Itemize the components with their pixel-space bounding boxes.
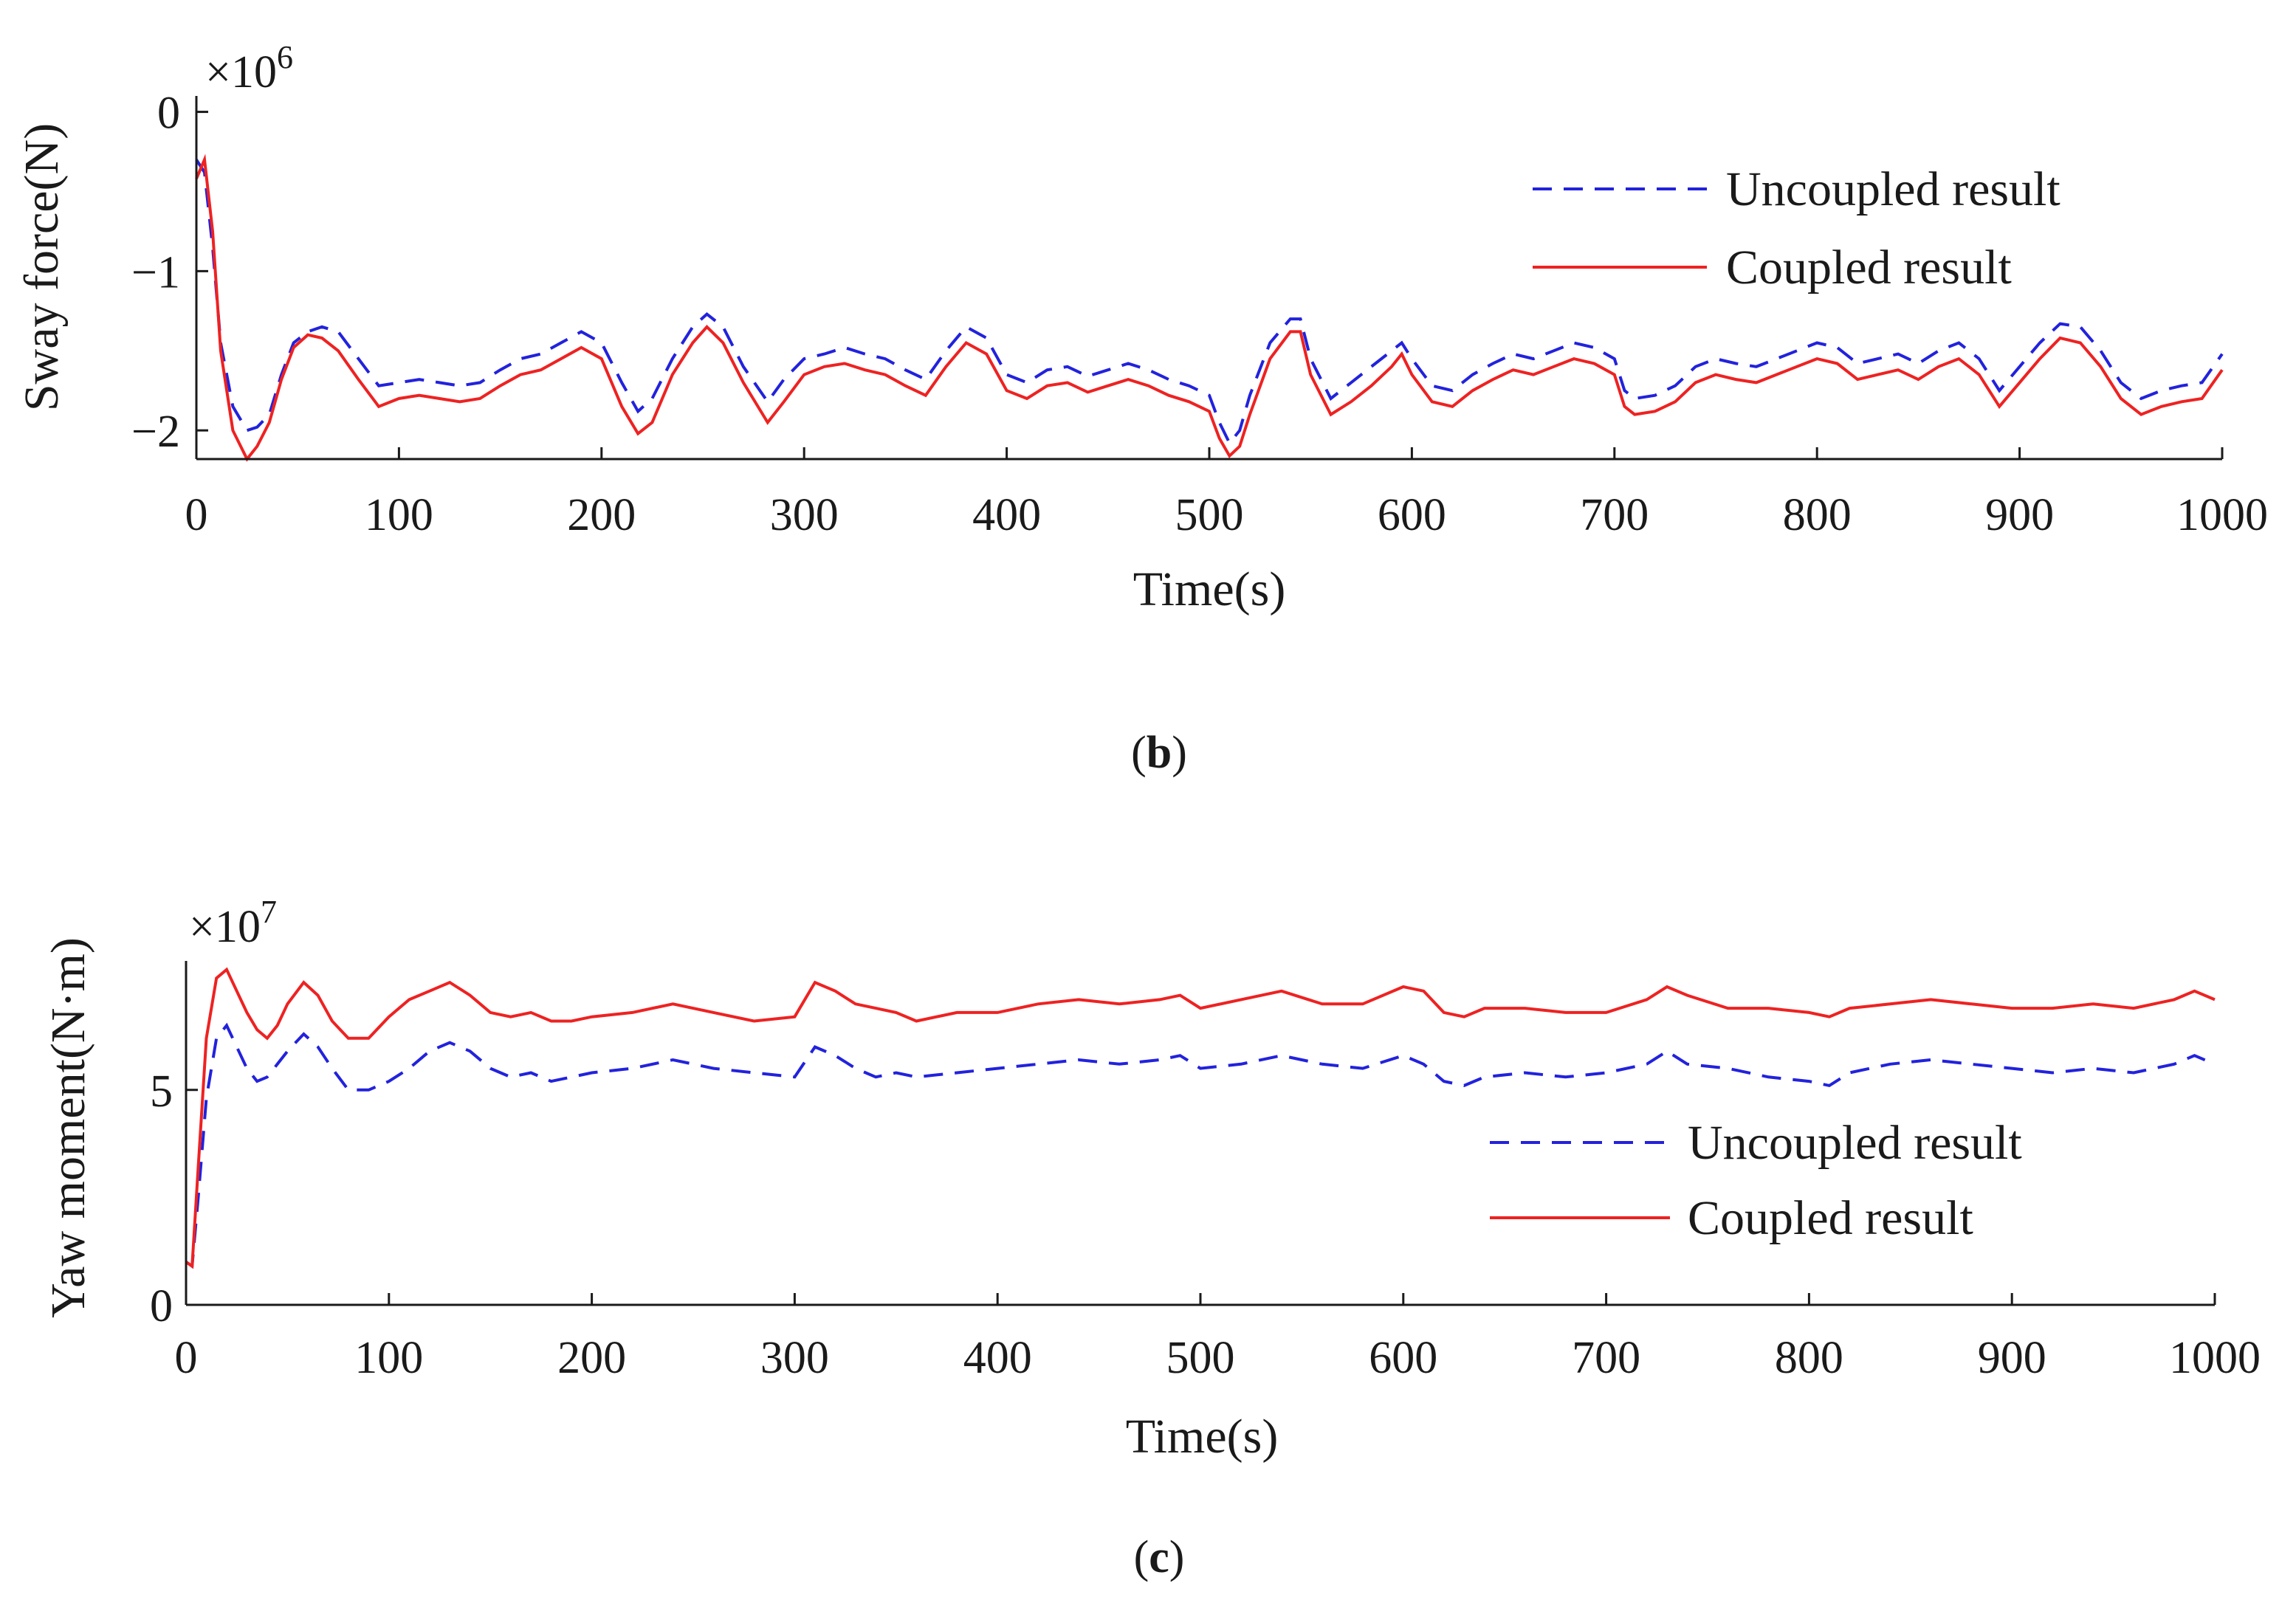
x-tick-label: 0	[185, 490, 208, 540]
panel-b-y-axis-label: Sway force(N)	[15, 123, 69, 411]
x-tick-label: 500	[1175, 490, 1244, 540]
x-tick-label: 1000	[2176, 490, 2268, 540]
x-tick-label: 0	[175, 1333, 198, 1383]
x-tick-label: 900	[1985, 490, 2054, 540]
panel-c-legend: Uncoupled result Coupled result	[1490, 1116, 2022, 1245]
panel-b-series-uncoupled-line	[195, 159, 2224, 447]
x-tick-label: 600	[1369, 1333, 1437, 1383]
x-tick-label: 700	[1572, 1333, 1640, 1383]
y-tick-label: −2	[131, 407, 180, 457]
x-tick-label: 500	[1166, 1333, 1235, 1383]
panel-b-y-multiplier: ×106	[205, 39, 293, 97]
panel-c-y-multiplier: ×107	[189, 894, 277, 952]
panel-b-x-axis-label: Time(s)	[1133, 562, 1286, 616]
panel-b-plot-area	[195, 154, 2224, 462]
panel-c-legend-label-coupled: Coupled result	[1688, 1191, 1973, 1245]
x-tick-label: 1000	[2169, 1333, 2261, 1383]
x-tick-label: 700	[1580, 490, 1649, 540]
y-tick-label: 5	[150, 1066, 173, 1117]
x-tick-label: 100	[365, 490, 433, 540]
x-tick-label: 300	[760, 1333, 829, 1383]
panel-c-yaw-moment: 0 100 200 300 400 500 600 700 800 900 1000 05 ×107…	[41, 894, 2261, 1582]
x-tick-label: 800	[1783, 490, 1852, 540]
panel-b-legend-label-uncoupled: Uncoupled result	[1726, 162, 2060, 216]
y-tick-label: 0	[150, 1281, 173, 1331]
panel-b-sway-force: 0 100 200 300 400 500 600 700 800 900 1000 0 −1 −2 ×…	[15, 39, 2268, 778]
panel-c-legend-label-uncoupled: Uncoupled result	[1688, 1116, 2022, 1170]
y-tick-label: 0	[157, 89, 180, 139]
x-tick-label: 900	[1978, 1333, 2046, 1383]
panel-c-x-axis-label: Time(s)	[1126, 1410, 1279, 1464]
panel-b-series-coupled-line	[195, 154, 2224, 462]
x-tick-label: 600	[1378, 490, 1446, 540]
panel-c-plot-area	[185, 967, 2216, 1269]
panel-c-y-axis-label: Yaw moment(N·m)	[41, 937, 95, 1318]
panel-b-caption: (b)	[1131, 728, 1187, 778]
x-tick-label: 400	[963, 1333, 1032, 1383]
panel-b-legend: Uncoupled result Coupled result	[1533, 162, 2060, 294]
x-tick-label: 400	[972, 490, 1041, 540]
panel-c-series-coupled-line	[185, 967, 2216, 1269]
x-tick-label: 200	[567, 490, 636, 540]
panel-b-y-ticks: 0 −1 −2	[131, 89, 208, 457]
x-tick-label: 300	[770, 490, 839, 540]
panel-b-legend-label-coupled: Coupled result	[1726, 241, 2012, 294]
y-tick-label: −1	[131, 247, 180, 297]
panel-c-y-ticks: 05	[150, 1066, 198, 1331]
panel-c-caption: (c)	[1134, 1532, 1185, 1582]
x-tick-label: 800	[1775, 1333, 1843, 1383]
x-tick-label: 200	[557, 1333, 626, 1383]
panel-b-x-ticks: 0 100 200 300 400 500 600 700 800 900 1000	[185, 447, 2268, 540]
panel-c-x-ticks: 0 100 200 300 400 500 600 700 800 900 1000	[175, 1293, 2261, 1383]
x-tick-label: 100	[354, 1333, 423, 1383]
